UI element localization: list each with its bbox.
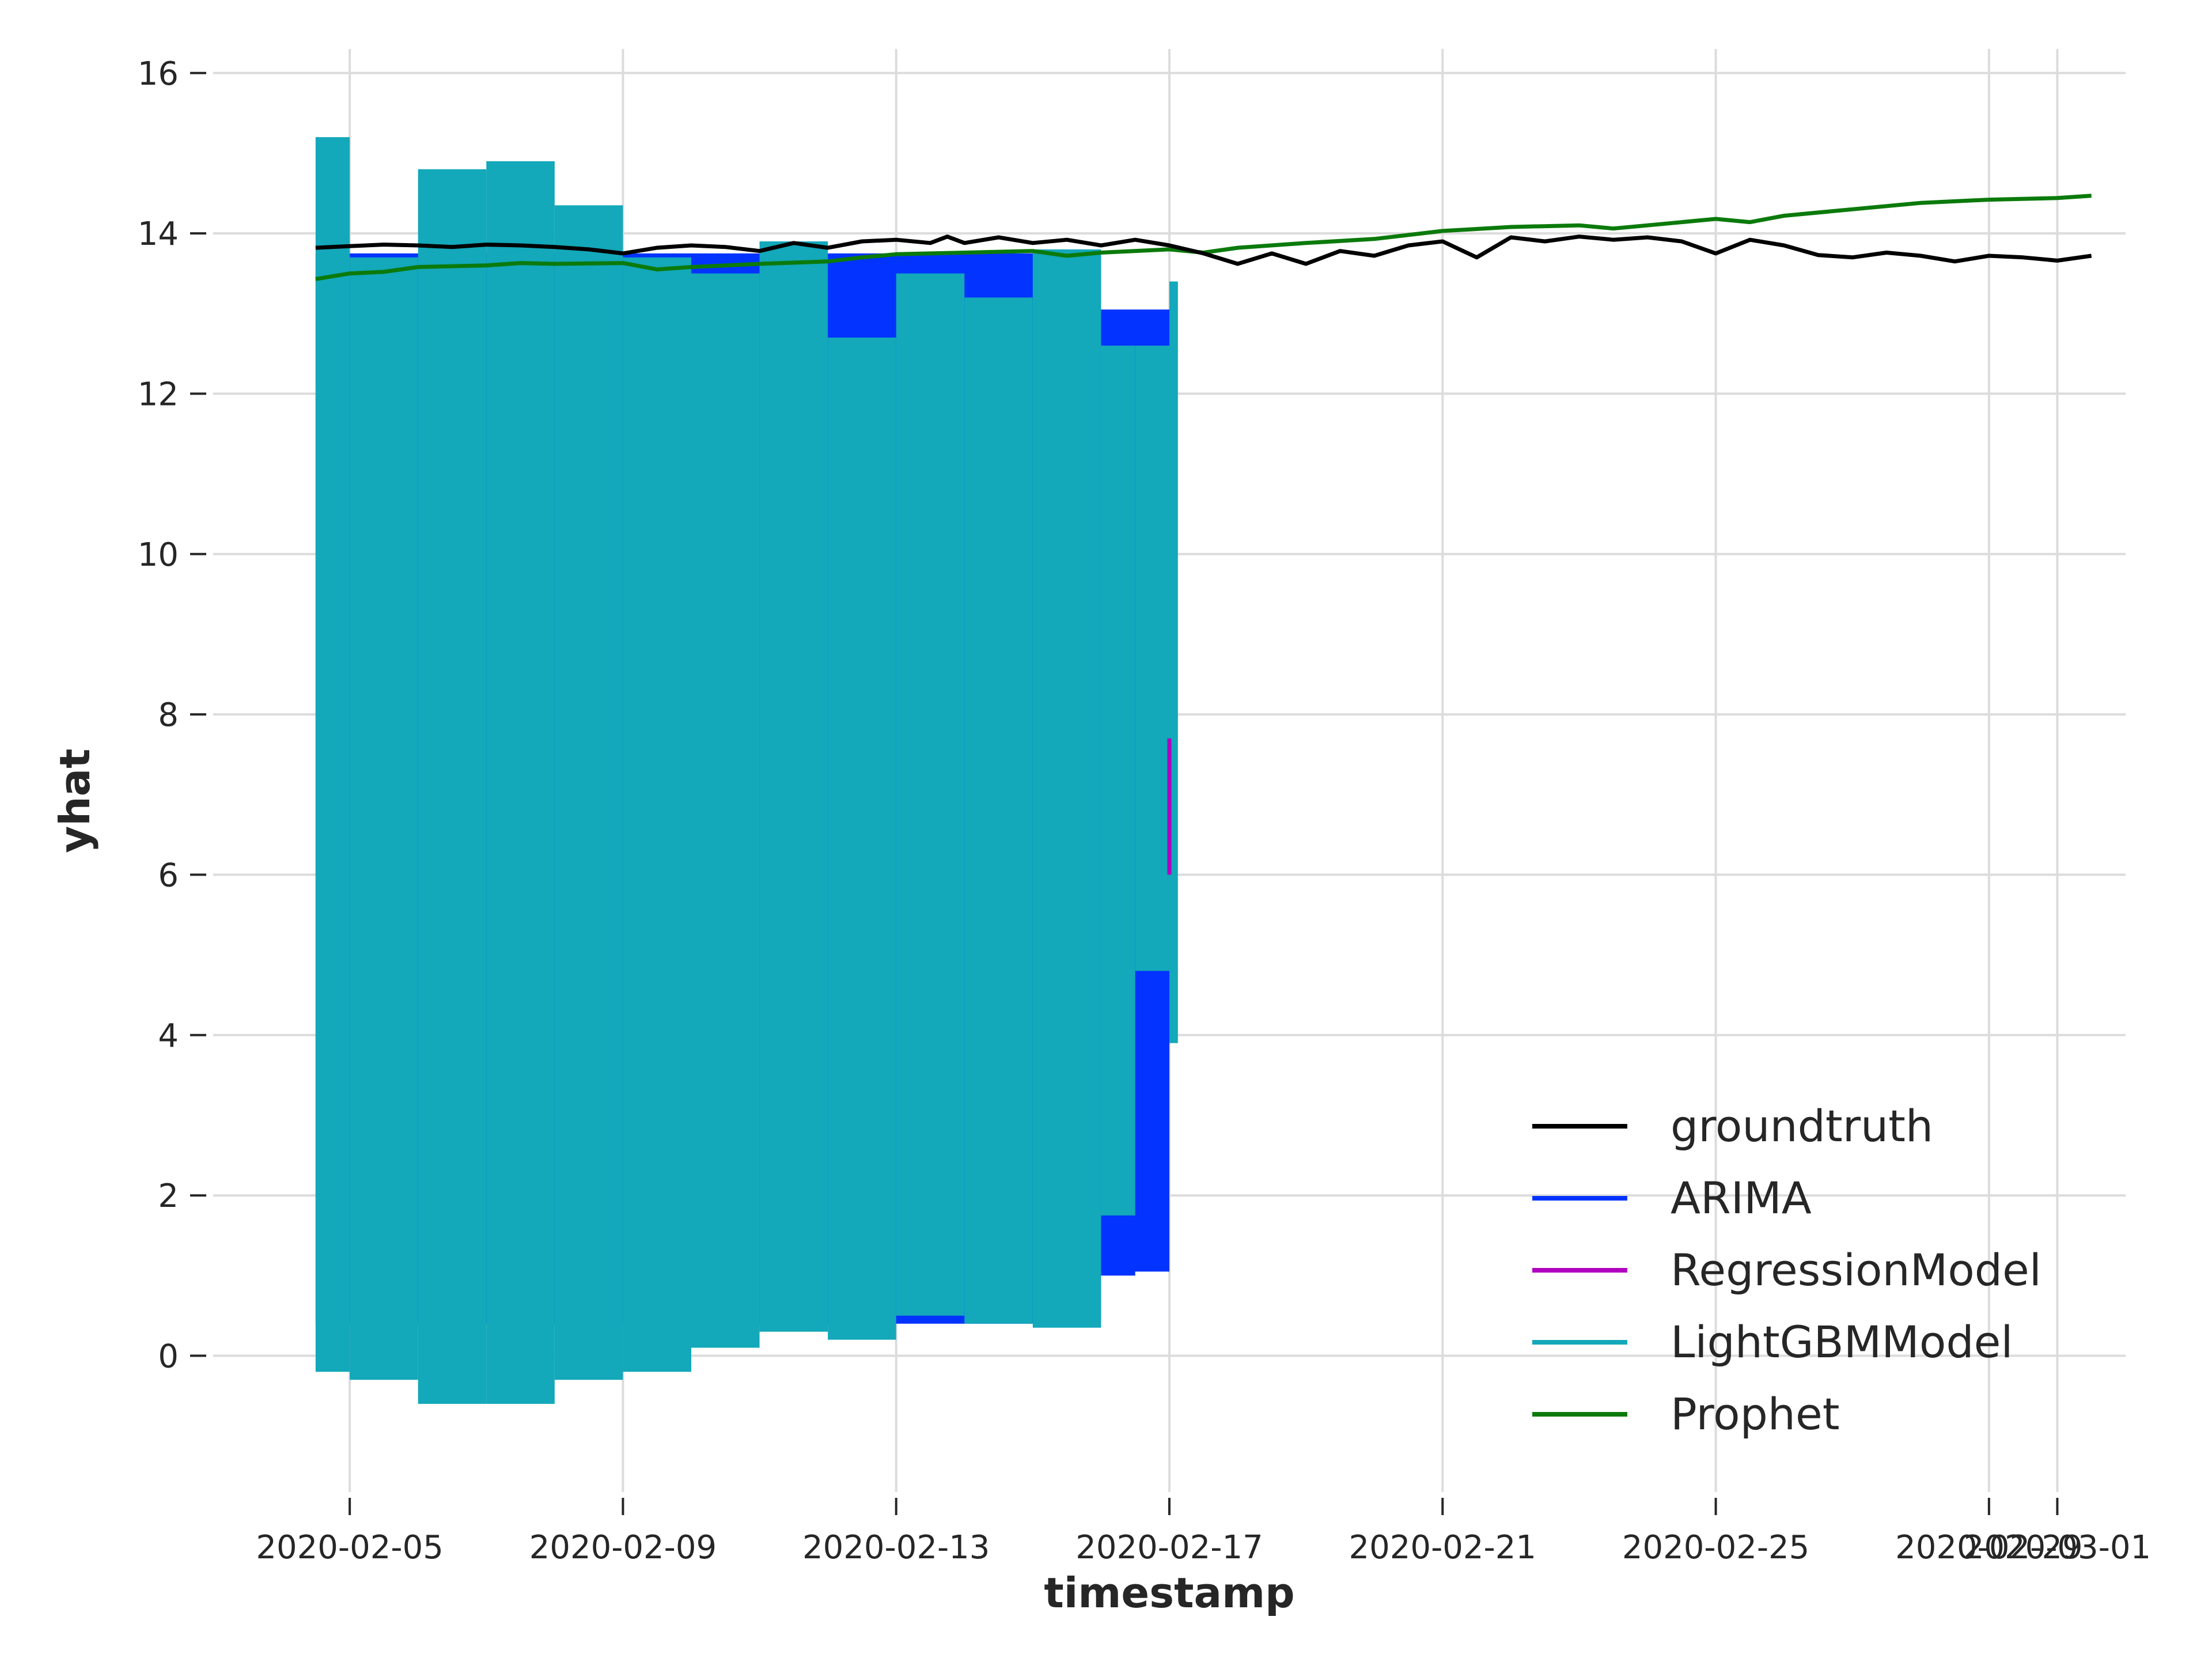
y-tick-label: 6 (158, 857, 179, 894)
x-tick-label: 2020-02-09 (529, 1529, 717, 1566)
series-LightGBMModel (315, 137, 1178, 1404)
band-LightGBMModel (828, 338, 896, 1340)
y-tick-label: 4 (158, 1017, 179, 1055)
band-LightGBMModel (1032, 249, 1101, 1328)
band-LightGBMModel (964, 297, 1033, 1324)
label-layer: 0 2 4 6 8 10 12 14 16 2020-02-05 2020-02-09 2020-02… (138, 55, 2151, 1566)
band-LightGBMModel (418, 169, 487, 1404)
band-LightGBMModel (315, 137, 350, 1372)
band-LightGBMModel (759, 241, 828, 1332)
x-tick-label: 2020-02-13 (802, 1529, 990, 1566)
x-tick-label: 2020-02-17 (1075, 1529, 1263, 1566)
series-layer (315, 137, 2092, 1404)
legend-label: RegressionModel (1671, 1244, 2041, 1296)
line-Prophet (315, 194, 2092, 281)
band-LightGBMModel (1135, 345, 1169, 971)
band-LightGBMModel (350, 257, 418, 1380)
y-tick-label: 10 (138, 536, 179, 574)
y-tick-label: 0 (158, 1338, 179, 1375)
x-axis-title: timestamp (1044, 1569, 1294, 1617)
band-LightGBMModel (1101, 345, 1135, 1216)
band-LightGBMModel (896, 273, 965, 1316)
legend: groundtruth ARIMA RegressionModel LightGBMM… (1532, 1100, 2041, 1440)
y-tick-label: 12 (138, 376, 179, 413)
x-tick-label: 2020-02-25 (1622, 1529, 1809, 1566)
band-LightGBMModel (1169, 281, 1178, 1043)
series-Prophet (315, 194, 2092, 281)
x-tick-label: 2020-02-05 (256, 1529, 443, 1566)
y-axis-title: yhat (51, 748, 99, 853)
band-LightGBMModel (623, 257, 691, 1372)
series-groundtruth (315, 234, 2092, 266)
band-LightGBMModel (691, 273, 760, 1348)
band-LightGBMModel (486, 161, 555, 1404)
y-tick-label: 16 (138, 55, 179, 93)
y-tick-label: 2 (158, 1178, 179, 1215)
legend-label: LightGBMModel (1671, 1316, 2013, 1368)
tick-layer (190, 71, 2059, 1515)
band-LightGBMModel (554, 205, 623, 1380)
x-tick-label: 2020-02-21 (1349, 1529, 1536, 1566)
x-tick-label: 2020-02-29 (1895, 1529, 2082, 1566)
legend-label: ARIMA (1671, 1172, 1812, 1224)
legend-label: groundtruth (1671, 1100, 1933, 1152)
y-tick-label: 8 (158, 696, 179, 734)
legend-label: Prophet (1671, 1388, 1840, 1440)
line-groundtruth (315, 234, 2092, 266)
y-tick-label: 14 (138, 215, 179, 253)
x-tick-label: 2020-03-01 (1964, 1529, 2151, 1566)
